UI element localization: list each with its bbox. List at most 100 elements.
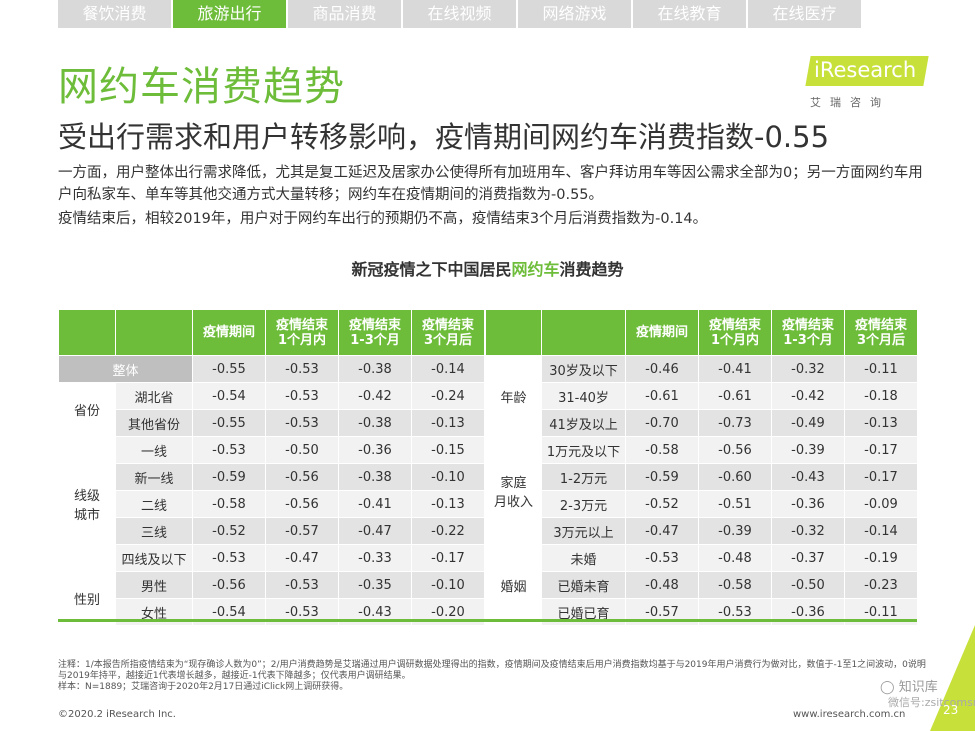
row-label: 一线 — [115, 436, 193, 464]
sample-line: 样本：N=1889；艾瑞咨询于2020年2月17日通过iClick网上调研获得。 — [58, 682, 349, 692]
value-cell: -0.53 — [192, 544, 266, 572]
table-row: 3万元以上 -0.47 -0.39 -0.32 -0.14 — [486, 517, 918, 545]
value-cell: -0.61 — [698, 382, 772, 410]
watermark-sub: 微信号:zsitcomsn — [888, 696, 975, 709]
table-title-post: 消费趋势 — [559, 260, 624, 279]
value-cell: -0.32 — [771, 517, 845, 545]
value-cell: -0.51 — [698, 490, 772, 518]
right-data-table: 疫情期间 疫情结束 1个月内 疫情结束 1-3个月 疫情结束 3个月后 年龄 30岁及以下… — [485, 309, 918, 626]
note-line: 注释：1/本报告所指疫情结束为“现存确诊人数为0”；2/用户消费趋势是艾瑞通过用… — [58, 660, 926, 681]
tab-4[interactable]: 网络游戏 — [518, 0, 631, 28]
row-label: 男性 — [115, 571, 193, 599]
left-header-blank-1 — [58, 309, 116, 356]
left-data-table: 疫情期间 疫情结束 1个月内 疫情结束 1-3个月 疫情结束 3个月后 整体 -0.55-… — [58, 309, 485, 626]
tab-1[interactable]: 旅游出行 — [173, 0, 286, 28]
row-label: 41岁及以上 — [541, 409, 626, 437]
row-label: 四线及以下 — [115, 544, 193, 572]
right-header-2: 疫情结束 1-3个月 — [771, 309, 845, 356]
right-header-blank-2 — [541, 309, 626, 356]
value-cell: -0.53 — [265, 571, 339, 599]
right-header-0: 疫情期间 — [625, 309, 699, 356]
row-label: 二线 — [115, 490, 193, 518]
copyright: ©2020.2 iResearch Inc. — [58, 709, 176, 720]
value-cell: -0.18 — [844, 382, 918, 410]
value-cell: -0.38 — [338, 463, 412, 491]
tab-0[interactable]: 餐饮消费 — [58, 0, 171, 28]
watermark: ◯ 知识库 — [880, 680, 938, 695]
table-row: 新一线 -0.59 -0.56 -0.38 -0.10 — [59, 463, 485, 491]
group-label: 年龄 — [485, 355, 542, 437]
row-label: 未婚 — [541, 544, 626, 572]
value-cell: -0.14 — [411, 355, 485, 383]
value-cell: -0.48 — [625, 571, 699, 599]
table-bottom-rule — [58, 619, 917, 622]
value-cell: -0.60 — [698, 463, 772, 491]
left-header-blank-2 — [115, 309, 193, 356]
value-cell: -0.59 — [192, 463, 266, 491]
value-cell: -0.73 — [698, 409, 772, 437]
value-cell: -0.36 — [338, 436, 412, 464]
value-cell: -0.13 — [411, 490, 485, 518]
value-cell: -0.50 — [771, 571, 845, 599]
value-cell: -0.53 — [625, 544, 699, 572]
top-nav-tabs: 餐饮消费 旅游出行 商品消费 在线视频 网络游戏 在线教育 在线医疗 — [58, 0, 863, 28]
row-label: 2-3万元 — [541, 490, 626, 518]
overall-row: 整体 -0.55 -0.53 -0.38 -0.14 — [58, 355, 485, 383]
tab-3[interactable]: 在线视频 — [403, 0, 516, 28]
value-cell: -0.24 — [411, 382, 485, 410]
value-cell: -0.15 — [411, 436, 485, 464]
header-row: 疫情期间 疫情结束 1个月内 疫情结束 1-3个月 疫情结束 3个月后 — [485, 309, 918, 356]
left-header-2: 疫情结束 1-3个月 — [338, 309, 412, 356]
value-cell: -0.56 — [265, 490, 339, 518]
value-cell: -0.50 — [265, 436, 339, 464]
page-number: 23 — [943, 703, 959, 717]
group-label: 性别 — [58, 571, 116, 626]
value-cell: -0.23 — [844, 571, 918, 599]
value-cell: -0.39 — [698, 517, 772, 545]
value-cell: -0.17 — [844, 436, 918, 464]
value-cell: -0.35 — [338, 571, 412, 599]
value-cell: -0.53 — [265, 382, 339, 410]
tab-6[interactable]: 在线医疗 — [748, 0, 861, 28]
right-header-3: 疫情结束 3个月后 — [844, 309, 918, 356]
tab-2[interactable]: 商品消费 — [288, 0, 401, 28]
value-cell: -0.17 — [411, 544, 485, 572]
value-cell: -0.14 — [844, 517, 918, 545]
row-label: 已婚未育 — [541, 571, 626, 599]
value-cell: -0.41 — [698, 355, 772, 383]
website-link[interactable]: www.iresearch.com.cn — [793, 709, 906, 720]
value-cell: -0.36 — [771, 490, 845, 518]
page-subtitle: 受出行需求和用户转移影响，疫情期间网约车消费指数-0.55 — [58, 120, 830, 154]
group-label: 婚姻 — [485, 544, 542, 626]
row-label: 31-40岁 — [541, 382, 626, 410]
row-label: 新一线 — [115, 463, 193, 491]
value-cell: -0.54 — [192, 382, 266, 410]
row-label: 其他省份 — [115, 409, 193, 437]
value-cell: -0.13 — [844, 409, 918, 437]
value-cell: -0.53 — [265, 409, 339, 437]
right-header-1: 疫情结束 1个月内 — [698, 309, 772, 356]
tab-5[interactable]: 在线教育 — [633, 0, 746, 28]
group-label: 线级 城市 — [58, 436, 116, 572]
value-cell: -0.52 — [625, 490, 699, 518]
value-cell: -0.55 — [192, 355, 266, 383]
value-cell: -0.49 — [771, 409, 845, 437]
row-label: 1万元及以下 — [541, 436, 626, 464]
value-cell: -0.57 — [265, 517, 339, 545]
paragraph-1: 一方面，用户整体出行需求降低，尤其是复工延迟及居家办公使得所有加班用车、客户拜访… — [58, 165, 923, 203]
value-cell: -0.41 — [338, 490, 412, 518]
row-label: 三线 — [115, 517, 193, 545]
left-header-1: 疫情结束 1个月内 — [265, 309, 339, 356]
value-cell: -0.70 — [625, 409, 699, 437]
watermark-text: 知识库 — [898, 680, 938, 695]
value-cell: -0.53 — [192, 436, 266, 464]
value-cell: -0.43 — [771, 463, 845, 491]
left-header-0: 疫情期间 — [192, 309, 266, 356]
value-cell: -0.47 — [338, 517, 412, 545]
value-cell: -0.47 — [625, 517, 699, 545]
table-row: 四线及以下 -0.53 -0.47 -0.33 -0.17 — [59, 544, 485, 572]
value-cell: -0.55 — [192, 409, 266, 437]
page-title: 网约车消费趋势 — [58, 64, 345, 110]
value-cell: -0.56 — [192, 571, 266, 599]
table-row: 性别 男性 -0.56 -0.53 -0.35 -0.10 — [58, 571, 485, 626]
